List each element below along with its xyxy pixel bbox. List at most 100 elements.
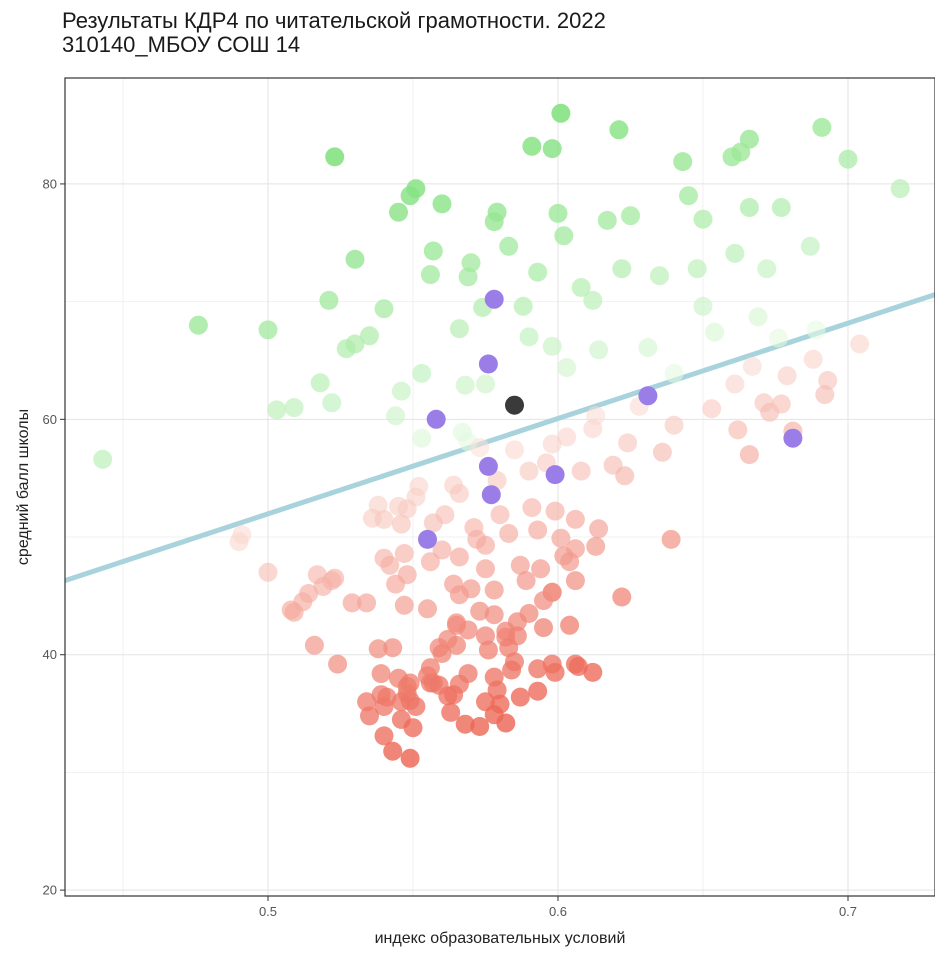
school-point bbox=[693, 209, 713, 229]
school-point bbox=[528, 681, 548, 701]
school-point bbox=[458, 267, 478, 287]
school-point bbox=[400, 748, 420, 768]
highlighted-school-point bbox=[638, 386, 658, 406]
school-point bbox=[519, 604, 539, 623]
school-point bbox=[499, 638, 519, 658]
school-point bbox=[391, 381, 411, 401]
school-point bbox=[461, 579, 481, 599]
school-point bbox=[757, 259, 777, 279]
school-point bbox=[458, 664, 478, 684]
school-point bbox=[432, 540, 452, 560]
school-point bbox=[725, 243, 745, 263]
school-point bbox=[687, 259, 707, 279]
x-axis-title: индекс образовательных условий bbox=[375, 930, 626, 947]
school-point bbox=[557, 358, 577, 377]
school-point bbox=[519, 461, 539, 481]
school-point bbox=[484, 580, 504, 600]
school-point bbox=[583, 419, 603, 439]
school-point bbox=[476, 559, 495, 579]
school-point bbox=[664, 415, 684, 435]
school-point bbox=[383, 741, 403, 761]
school-point bbox=[742, 356, 762, 376]
school-point bbox=[444, 685, 464, 705]
school-point bbox=[551, 103, 571, 123]
school-point bbox=[661, 529, 681, 549]
school-point bbox=[432, 194, 452, 214]
school-point bbox=[818, 371, 838, 390]
school-point bbox=[748, 307, 768, 327]
school-point bbox=[391, 514, 411, 534]
school-point bbox=[557, 427, 577, 447]
school-point bbox=[403, 718, 423, 738]
school-point bbox=[389, 496, 408, 516]
x-tick-label: 0.5 bbox=[259, 904, 277, 919]
school-point bbox=[432, 644, 452, 663]
school-point bbox=[412, 428, 432, 448]
school-point bbox=[484, 667, 504, 687]
school-point bbox=[423, 513, 443, 533]
school-point bbox=[510, 687, 530, 707]
school-point bbox=[447, 635, 466, 655]
school-point bbox=[418, 599, 437, 619]
school-point bbox=[499, 236, 519, 256]
y-tick-label: 20 bbox=[43, 883, 57, 898]
school-point bbox=[470, 717, 490, 736]
school-point bbox=[551, 528, 571, 548]
school-point bbox=[420, 552, 440, 572]
school-point bbox=[299, 584, 319, 603]
school-point bbox=[412, 363, 432, 383]
school-point bbox=[470, 438, 490, 458]
school-point bbox=[342, 593, 362, 613]
school-point bbox=[429, 675, 449, 695]
school-point bbox=[461, 253, 481, 273]
school-point bbox=[284, 398, 304, 418]
school-point bbox=[499, 524, 519, 543]
school-point bbox=[803, 349, 823, 369]
school-point bbox=[528, 520, 548, 540]
school-point bbox=[188, 315, 208, 335]
school-point bbox=[380, 555, 400, 575]
school-point bbox=[516, 571, 536, 591]
school-point bbox=[383, 638, 403, 658]
school-point bbox=[368, 639, 388, 659]
school-point bbox=[519, 327, 539, 347]
school-point bbox=[502, 660, 522, 680]
school-point bbox=[360, 706, 379, 726]
school-point bbox=[586, 536, 606, 556]
school-point bbox=[487, 202, 507, 222]
school-point bbox=[664, 363, 684, 383]
highlighted-school-point bbox=[481, 485, 501, 505]
y-tick-label: 80 bbox=[43, 176, 57, 191]
school-point bbox=[528, 262, 548, 282]
school-point bbox=[400, 691, 420, 711]
school-point bbox=[548, 203, 568, 223]
school-point bbox=[522, 498, 542, 518]
highlighted-school-point bbox=[426, 409, 446, 429]
school-point bbox=[838, 149, 858, 169]
school-point bbox=[449, 484, 469, 503]
school-point bbox=[496, 621, 516, 641]
school-point bbox=[554, 546, 574, 566]
school-point bbox=[258, 562, 278, 582]
school-point bbox=[890, 179, 910, 199]
school-point bbox=[357, 593, 377, 613]
school-point bbox=[612, 259, 632, 279]
school-point bbox=[728, 420, 748, 440]
school-point bbox=[304, 635, 324, 655]
chart-subtitle: 310140_МБОУ СОШ 14 bbox=[62, 32, 301, 57]
school-point bbox=[449, 319, 469, 339]
highlighted-school-point bbox=[783, 428, 803, 448]
school-point bbox=[725, 374, 745, 394]
chart-title: Результаты КДР4 по читательской грамотно… bbox=[62, 8, 606, 33]
school-point bbox=[850, 334, 870, 354]
school-point bbox=[377, 687, 397, 707]
school-point bbox=[771, 198, 791, 217]
regression-line bbox=[65, 292, 935, 583]
school-point bbox=[447, 615, 466, 635]
school-point bbox=[510, 555, 530, 575]
school-point bbox=[583, 662, 603, 682]
school-point bbox=[815, 385, 835, 405]
school-point bbox=[325, 147, 345, 167]
school-point bbox=[423, 241, 443, 261]
